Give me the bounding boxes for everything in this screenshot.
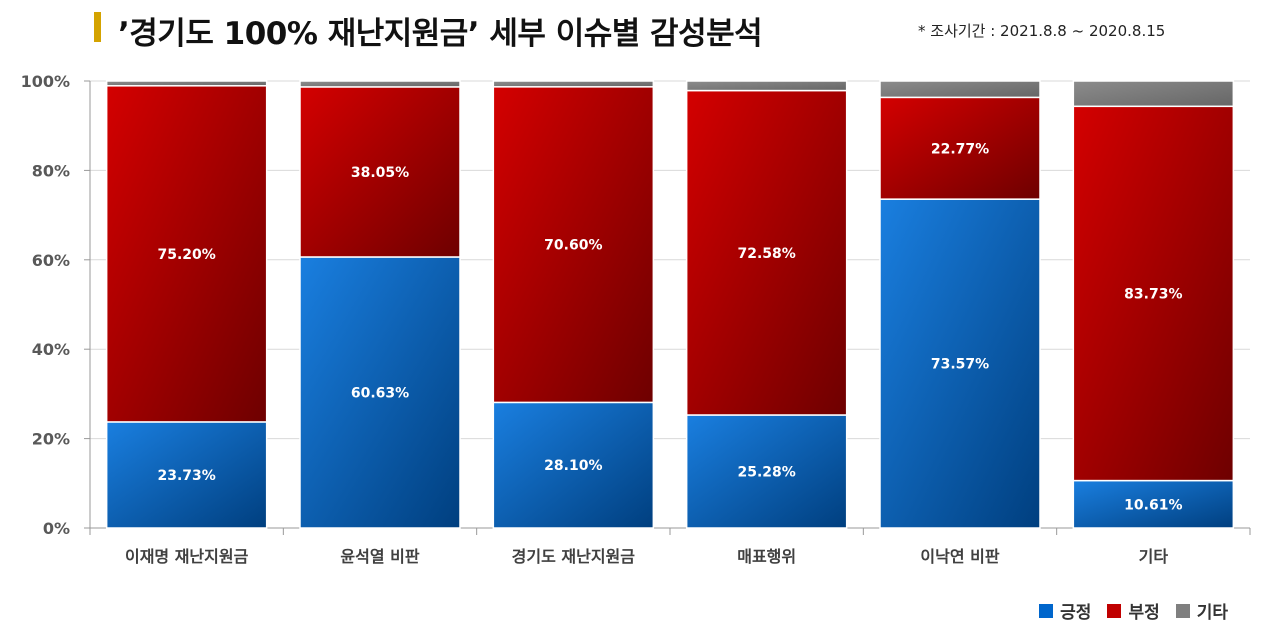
- legend-swatch-negative: [1107, 603, 1122, 618]
- legend-label-negative: 부정: [1128, 603, 1160, 623]
- data-label: 23.73%: [158, 468, 216, 484]
- legend-item-positive: 긍정: [1039, 598, 1091, 623]
- bar-other: [105, 80, 268, 87]
- data-label: 73.57%: [931, 357, 989, 373]
- legend-item-other: 기타: [1175, 598, 1228, 623]
- legend-swatch-other: [1175, 603, 1190, 618]
- title-bar: ’경기도 100% 재난지원금’ 세부 이슈별 감성분석 * 조사기간 : 20…: [0, 0, 1280, 60]
- data-label: 25.28%: [738, 464, 796, 480]
- data-label: 22.77%: [931, 141, 989, 157]
- y-tick-label: 60%: [32, 251, 70, 270]
- data-labels: 23.73% 75.20% 60.63% 38.05% 28.10% 70.60% 25.2…: [158, 141, 1183, 513]
- legend-label-positive: 긍정: [1060, 603, 1092, 623]
- bar-other: [492, 80, 655, 88]
- x-tick-label: 윤석열 비판: [340, 547, 419, 566]
- data-label: 70.60%: [544, 238, 602, 254]
- data-label: 83.73%: [1124, 286, 1182, 302]
- bar-positive: [105, 421, 268, 529]
- y-tick-label: 40%: [32, 340, 70, 359]
- chart-title: ’경기도 100% 재난지원금’ 세부 이슈별 감성분석: [118, 16, 763, 52]
- data-label: 10.61%: [1124, 497, 1182, 513]
- bar-negative: [1072, 105, 1235, 482]
- legend: 긍정 부정 기타: [1039, 598, 1228, 623]
- x-tick-label: 이재명 재난지원금: [125, 547, 249, 566]
- bar-other: [685, 80, 848, 92]
- y-tick-label: 100%: [21, 72, 70, 91]
- data-label: 28.10%: [544, 458, 602, 474]
- bar-positive: [1072, 479, 1235, 529]
- bar-positive: [492, 401, 655, 529]
- x-tick-label: 이낙연 비판: [920, 547, 999, 566]
- legend-label-other: 기타: [1196, 603, 1228, 623]
- bars: [105, 80, 1235, 529]
- data-label: 38.05%: [351, 165, 409, 181]
- bar-negative: [105, 85, 268, 423]
- data-label: 72.58%: [738, 246, 796, 262]
- bar-negative: [685, 89, 848, 416]
- title-accent-mark: [94, 12, 101, 42]
- axes: 0% 20% 40% 60% 80% 100% 이재명 재난지원금 윤석열 비판 경기도 재난지…: [21, 72, 1251, 566]
- bar-negative: [879, 96, 1041, 200]
- data-label: 60.63%: [351, 385, 409, 401]
- bar-positive: [299, 256, 461, 529]
- bar-positive: [685, 414, 848, 529]
- y-tick-label: 0%: [43, 519, 70, 538]
- bar-negative: [299, 86, 461, 258]
- bar-other: [299, 80, 461, 88]
- survey-period: * 조사기간 : 2021.8.8 ~ 2020.8.15: [918, 22, 1166, 40]
- x-tick-label: 경기도 재난지원금: [512, 547, 636, 566]
- grid-lines: [90, 80, 1250, 440]
- x-tick-label: 매표행위: [737, 547, 796, 566]
- y-tick-label: 80%: [32, 161, 70, 180]
- legend-swatch-positive: [1039, 603, 1054, 618]
- bar-other: [879, 80, 1041, 99]
- x-tick-label: 기타: [1139, 547, 1169, 566]
- bar-other: [1072, 80, 1235, 108]
- bar-negative: [492, 86, 655, 404]
- legend-item-negative: 부정: [1107, 598, 1160, 623]
- data-label: 75.20%: [158, 247, 216, 263]
- y-tick-label: 20%: [32, 430, 70, 449]
